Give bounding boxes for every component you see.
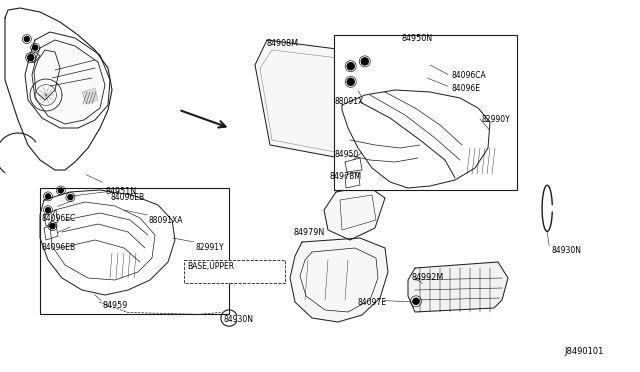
Polygon shape <box>290 238 388 322</box>
Polygon shape <box>466 145 500 175</box>
Text: 84908M: 84908M <box>266 39 298 48</box>
Text: 84950: 84950 <box>334 150 358 158</box>
Text: 84992M: 84992M <box>412 273 444 282</box>
Circle shape <box>68 195 73 200</box>
Circle shape <box>348 63 354 70</box>
Text: 84096CA: 84096CA <box>451 71 486 80</box>
Bar <box>334 35 517 190</box>
Text: 84096EC: 84096EC <box>42 214 76 223</box>
Polygon shape <box>342 90 490 188</box>
Circle shape <box>58 188 63 193</box>
Text: 84096E: 84096E <box>451 84 480 93</box>
Text: BASE,UPPER: BASE,UPPER <box>187 262 234 271</box>
Circle shape <box>413 298 419 304</box>
Bar <box>184 260 285 283</box>
Circle shape <box>45 194 51 199</box>
Text: 82990Y: 82990Y <box>481 115 510 124</box>
Polygon shape <box>408 262 508 312</box>
Text: 88091XA: 88091XA <box>148 216 183 225</box>
Text: 84930N: 84930N <box>552 246 582 254</box>
Text: 88091X: 88091X <box>334 97 364 106</box>
Circle shape <box>45 208 51 213</box>
Polygon shape <box>255 40 370 158</box>
Circle shape <box>24 36 29 42</box>
Text: 84930N: 84930N <box>224 315 254 324</box>
Text: 82991Y: 82991Y <box>195 243 224 251</box>
Circle shape <box>362 58 368 65</box>
Polygon shape <box>32 40 105 124</box>
Polygon shape <box>40 190 175 295</box>
Polygon shape <box>108 250 148 280</box>
Text: J8490101: J8490101 <box>564 347 604 356</box>
Polygon shape <box>324 186 385 240</box>
Text: 84097E: 84097E <box>357 298 386 307</box>
Circle shape <box>28 55 34 61</box>
Text: 84950N: 84950N <box>402 34 433 43</box>
Text: 84951N: 84951N <box>106 187 137 196</box>
Text: 84979N: 84979N <box>293 228 324 237</box>
Circle shape <box>348 78 354 85</box>
Text: 84978M: 84978M <box>330 172 362 181</box>
Circle shape <box>33 45 38 50</box>
Text: 84096EB: 84096EB <box>42 243 76 251</box>
Polygon shape <box>82 88 98 104</box>
Text: 84096EB: 84096EB <box>111 193 145 202</box>
Bar <box>40 188 229 314</box>
Circle shape <box>50 224 55 229</box>
Text: 84959: 84959 <box>102 301 128 310</box>
